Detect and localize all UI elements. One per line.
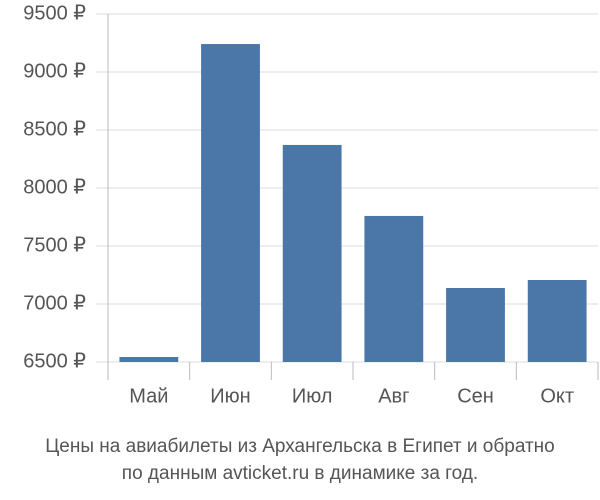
x-tick-label: Май [129, 385, 168, 407]
y-tick-label: 6500 ₽ [23, 350, 86, 372]
y-tick-label: 8500 ₽ [23, 118, 86, 140]
bar [527, 279, 587, 362]
bar [119, 357, 179, 362]
bar [282, 144, 342, 362]
chart-title: по данным avticket.ru в динамике за год. [122, 463, 478, 484]
x-tick-label: Июл [292, 385, 333, 407]
y-tick-label: 7000 ₽ [23, 292, 86, 314]
bar [364, 215, 424, 362]
y-tick-label: 9500 ₽ [23, 2, 86, 24]
y-tick-label: 7500 ₽ [23, 234, 86, 256]
x-tick-label: Авг [378, 385, 409, 407]
x-tick-label: Июн [210, 385, 250, 407]
bar [446, 287, 505, 362]
bar [201, 44, 260, 362]
y-tick-label: 9000 ₽ [23, 60, 86, 82]
x-tick-label: Окт [540, 385, 574, 407]
chart-title: Цены на авиабилеты из Архангельска в Еги… [45, 436, 554, 457]
y-tick-label: 8000 ₽ [23, 176, 86, 198]
x-tick-label: Сен [457, 385, 494, 407]
